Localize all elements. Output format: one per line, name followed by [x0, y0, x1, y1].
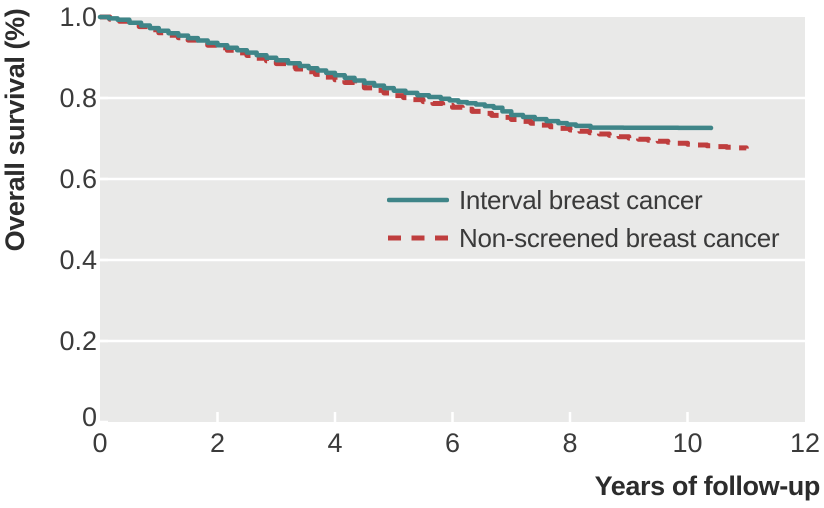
legend-item-non-screened: Non-screened breast cancer: [387, 219, 780, 257]
y-tick-label: 0.8: [59, 83, 97, 113]
legend-item-interval: Interval breast cancer: [387, 181, 779, 219]
panel-background: [100, 17, 805, 422]
y-tick-label: 0.4: [59, 245, 97, 275]
legend-label-non-screened: Non-screened breast cancer: [459, 222, 780, 253]
x-tick-label: 4: [327, 428, 342, 458]
legend-label-interval: Interval breast cancer: [459, 184, 703, 215]
x-tick-label: 6: [445, 428, 460, 458]
legend-solid-line-icon: [387, 197, 449, 203]
y-tick-label: 0.6: [59, 164, 97, 194]
y-tick-label: 0.2: [59, 326, 97, 356]
legend: Interval breast cancer Non-screened brea…: [387, 181, 780, 257]
legend-dashed-line-icon: [388, 235, 448, 241]
x-tick-label: 8: [562, 428, 577, 458]
x-tick-label: 2: [210, 428, 225, 458]
x-axis-title: Years of follow-up: [594, 471, 821, 501]
y-axis-title: Overall survival (%): [0, 8, 30, 252]
curve-interval: [97, 14, 714, 131]
curve-non-screened: [100, 14, 749, 151]
x-tick-label: 10: [672, 428, 702, 458]
x-tick-label: 12: [790, 428, 820, 458]
y-tick-label: 1.0: [59, 2, 97, 32]
x-tick-label: 0: [92, 428, 107, 458]
y-tick-label: 0: [82, 402, 97, 432]
